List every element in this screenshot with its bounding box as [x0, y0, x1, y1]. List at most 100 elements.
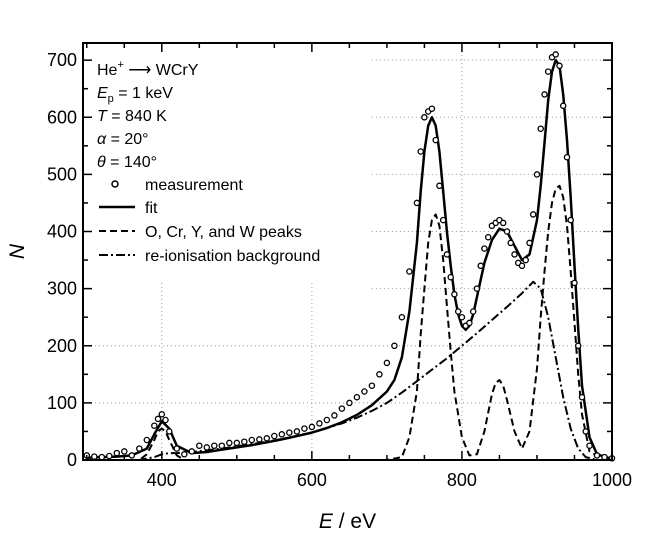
data-point-79	[537, 125, 544, 132]
data-point-14	[173, 445, 181, 452]
data-point-4	[113, 449, 121, 457]
x-tick-label-3: 1000	[592, 470, 632, 490]
data-point-26	[263, 435, 271, 442]
data-point-81	[544, 68, 552, 75]
data-point-76	[526, 239, 533, 247]
annotation-theta: θ = 140°	[97, 154, 157, 171]
series-layer	[83, 51, 616, 462]
y-tick-label-6: 600	[47, 107, 77, 127]
annotation-reaction-right: ⟶ WCrY	[124, 62, 199, 79]
data-point-85	[559, 102, 567, 110]
data-point-46	[413, 199, 421, 207]
data-point-21	[226, 439, 233, 447]
annotation-t-var: T	[97, 108, 108, 125]
data-point-60	[466, 319, 473, 327]
data-point-53	[439, 216, 447, 224]
axis-ticks: 400 600 800 1000 0 100 200 300 400 500 600 700	[47, 43, 632, 490]
data-point-87	[567, 216, 574, 224]
data-point-43	[391, 342, 398, 350]
data-point-31	[301, 425, 308, 432]
y-tick-label-0: 0	[67, 450, 77, 470]
data-point-1	[91, 453, 98, 460]
data-point-94	[601, 453, 608, 461]
data-point-89	[574, 342, 582, 350]
data-point-51	[432, 136, 439, 144]
data-point-75	[522, 256, 529, 264]
y-tick-label-3: 300	[47, 279, 77, 299]
data-point-47	[417, 148, 424, 155]
y-axis-title: N	[6, 243, 29, 259]
annotation-alpha: α = 20°	[97, 131, 149, 148]
data-point-88	[571, 279, 578, 287]
data-point-36	[338, 405, 346, 412]
data-point-77	[529, 211, 537, 218]
series-line-3	[86, 280, 612, 461]
data-point-71	[507, 239, 514, 247]
data-point-40	[368, 382, 376, 389]
data-point-9	[151, 422, 158, 429]
y-tick-label-1: 100	[47, 393, 77, 413]
data-point-2	[98, 453, 106, 461]
annotation-alpha-var: α	[97, 131, 107, 148]
data-point-56	[451, 291, 458, 298]
data-point-69	[499, 219, 507, 227]
data-point-57	[454, 308, 462, 315]
data-point-37	[346, 399, 353, 407]
data-point-25	[256, 436, 263, 443]
plot-frame	[82, 42, 613, 461]
data-point-92	[586, 442, 593, 449]
legend-marker-measurement	[111, 180, 119, 188]
x-axis-var: E	[319, 510, 334, 533]
annotation-block: He+ ⟶ WCrY Ep = 1 keV T = 840 K α = 20° …	[97, 59, 199, 171]
data-point-58	[458, 313, 466, 321]
data-point-91	[582, 428, 589, 435]
data-point-62	[473, 285, 481, 292]
data-point-70	[503, 228, 511, 235]
data-point-30	[293, 428, 301, 435]
annotation-ep-sub: p	[108, 93, 114, 105]
data-point-84	[556, 62, 563, 70]
data-point-34	[323, 416, 331, 424]
x-tick-label-1: 600	[297, 470, 327, 490]
data-point-29	[286, 429, 293, 436]
data-point-19	[211, 442, 218, 449]
data-point-16	[188, 448, 196, 455]
data-point-17	[196, 442, 203, 449]
data-point-8	[143, 436, 151, 444]
data-point-54	[443, 251, 451, 258]
data-point-23	[241, 438, 248, 445]
data-point-27	[271, 432, 278, 440]
data-point-32	[308, 423, 316, 431]
data-point-55	[447, 273, 454, 281]
data-point-20	[218, 442, 226, 449]
data-point-7	[136, 445, 143, 452]
legend-label-fit: fit	[145, 200, 158, 217]
annotation-reaction-sup: +	[117, 59, 123, 71]
annotation-t-value: = 840 K	[107, 108, 167, 125]
data-point-3	[106, 452, 113, 460]
series-line-1	[86, 58, 613, 461]
data-point-86	[563, 153, 571, 161]
x-axis-unit: / eV	[333, 510, 376, 533]
annotation-reaction: He+ ⟶ WCrY	[97, 59, 199, 79]
y-tick-label-2: 200	[47, 336, 77, 356]
data-point-63	[477, 262, 484, 270]
data-point-10	[154, 415, 162, 423]
y-tick-label-7: 700	[47, 50, 77, 70]
data-point-18	[203, 444, 211, 451]
data-point-12	[162, 416, 169, 424]
annotation-theta-value: = 140°	[106, 154, 157, 171]
data-point-38	[353, 393, 361, 401]
x-tick-label-2: 800	[447, 470, 477, 490]
annotation-ep: Ep = 1 keV	[97, 85, 173, 105]
y-tick-label-4: 400	[47, 222, 77, 242]
data-point-6	[128, 452, 136, 459]
data-point-28	[278, 431, 286, 438]
data-point-93	[593, 452, 601, 459]
data-point-44	[398, 313, 406, 321]
legend-label-background: re-ionisation background	[145, 248, 320, 265]
data-point-74	[518, 262, 526, 270]
data-point-39	[361, 388, 368, 395]
data-point-52	[436, 182, 443, 190]
